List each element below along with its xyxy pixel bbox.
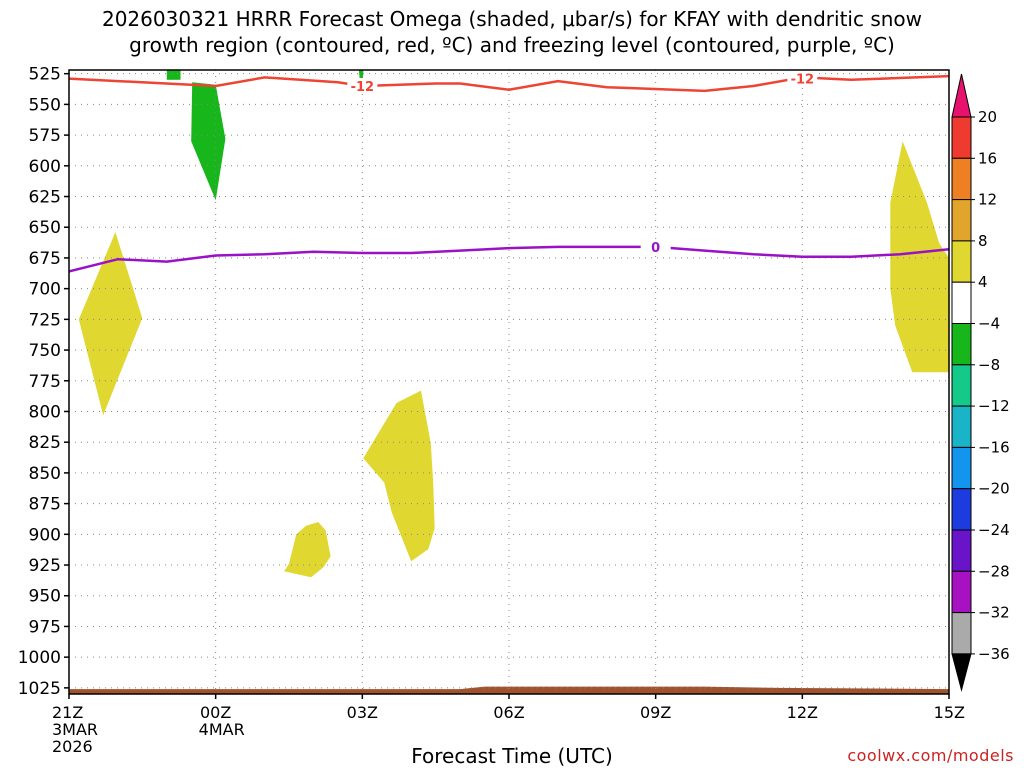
- colorbar-box-0: [951, 116, 972, 159]
- colorbar-label-3: 8: [978, 232, 988, 250]
- y-tick-label-900: 900: [29, 525, 61, 545]
- credit-text: coolwx.com/models: [847, 746, 1014, 765]
- y-tick-label-950: 950: [29, 587, 61, 607]
- colorbar-box-8: [951, 446, 972, 490]
- shaded-region-2: [284, 522, 331, 578]
- colorbar-box-1: [951, 157, 972, 201]
- shaded-region-7: [69, 686, 949, 694]
- colorbar-box-4: [951, 281, 972, 325]
- colorbar-label-4: 4: [978, 273, 988, 291]
- contour-label-0-0: -12: [351, 80, 375, 95]
- y-tick-label-550: 550: [29, 95, 61, 115]
- y-tick-label-675: 675: [29, 249, 61, 269]
- contour-label-bg-1-0: [640, 238, 671, 254]
- y-tick-label-625: 625: [29, 188, 61, 208]
- chart-title-line-2: growth region (contoured, red, ºC) and f…: [129, 33, 895, 57]
- x-tick-label-1-0: 00Z: [200, 703, 231, 722]
- contour-label-1-0: 0: [651, 241, 660, 256]
- colorbar-label-2: 12: [978, 191, 997, 209]
- x-axis-label: Forecast Time (UTC): [411, 744, 613, 768]
- colorbar-box-3: [951, 240, 972, 283]
- colorbar-label-1: 16: [978, 149, 997, 167]
- contour-label-0-1: -12: [791, 73, 815, 88]
- x-tick-label-5-0: 12Z: [787, 703, 818, 722]
- y-tick-label-750: 750: [29, 341, 61, 361]
- colorbar-box-11: [951, 570, 972, 614]
- y-tick-label-800: 800: [29, 402, 61, 422]
- colorbar-box-7: [951, 405, 972, 448]
- colorbar-label-5: −4: [978, 315, 1000, 333]
- colorbar-label-6: −8: [978, 356, 1000, 374]
- colorbar-box-6: [951, 364, 972, 407]
- colorbar-bottom-triangle: [951, 653, 972, 692]
- chart-title-line-1: 2026030321 HRRR Forecast Omega (shaded, …: [101, 7, 923, 31]
- y-tick-label-850: 850: [29, 464, 61, 484]
- colorbar-label-0: 20: [978, 108, 997, 126]
- contour-label-bg-0-0: [347, 77, 378, 93]
- colorbar-box-5: [951, 323, 972, 366]
- x-tick-label-2-0: 03Z: [347, 703, 378, 722]
- colorbar-box-2: [951, 199, 972, 242]
- contour-line-1: [69, 245, 949, 273]
- y-tick-label-775: 775: [29, 372, 61, 392]
- contour-label-bg-0-1: [787, 70, 818, 86]
- y-tick-label-650: 650: [29, 218, 61, 238]
- x-tick-label-3-0: 06Z: [493, 703, 524, 722]
- colorbar-label-11: −28: [978, 562, 1010, 580]
- colorbar-label-12: −32: [978, 604, 1010, 622]
- y-tick-label-725: 725: [29, 310, 61, 330]
- y-tick-label-1000: 1000: [18, 648, 61, 668]
- shaded-region-3: [890, 141, 949, 373]
- shaded-region-4: [166, 70, 181, 80]
- colorbar-label-9: −20: [978, 480, 1010, 498]
- shaded-region-0: [78, 232, 143, 416]
- colorbar-label-8: −16: [978, 438, 1010, 456]
- x-tick-label-4-0: 09Z: [640, 703, 671, 722]
- x-tick-label-1-1: 4MAR: [199, 720, 245, 739]
- colorbar-label-7: −12: [978, 397, 1010, 415]
- contour-line-0: [69, 74, 949, 93]
- x-tick-label-0-0: 21Z: [52, 703, 83, 722]
- y-tick-label-700: 700: [29, 280, 61, 300]
- y-tick-label-525: 525: [29, 65, 61, 85]
- colorbar-label-10: −24: [978, 521, 1010, 539]
- chart-title: 2026030321 HRRR Forecast Omega (shaded, …: [0, 6, 1024, 58]
- y-tick-label-875: 875: [29, 495, 61, 515]
- colorbar-box-12: [951, 612, 972, 655]
- y-tick-label-1025: 1025: [18, 679, 61, 699]
- x-tick-label-0-2: 2026: [52, 737, 93, 756]
- y-tick-label-600: 600: [29, 157, 61, 177]
- colorbar-box-10: [951, 529, 972, 572]
- y-tick-label-925: 925: [29, 556, 61, 576]
- x-tick-label-0-1: 3MAR: [52, 720, 98, 739]
- colorbar-box-9: [951, 488, 972, 531]
- colorbar-top-triangle: [951, 73, 972, 118]
- y-tick-label-575: 575: [29, 126, 61, 146]
- y-tick-label-825: 825: [29, 433, 61, 453]
- x-tick-label-6-0: 15Z: [934, 703, 965, 722]
- shaded-region-5: [191, 82, 226, 201]
- y-tick-label-975: 975: [29, 617, 61, 637]
- shaded-region-1: [363, 390, 435, 562]
- colorbar-label-13: −36: [978, 645, 1010, 663]
